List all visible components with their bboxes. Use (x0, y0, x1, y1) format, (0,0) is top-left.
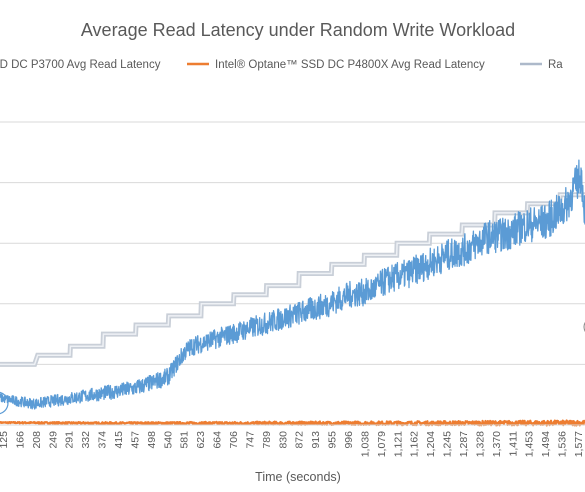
x-tick-label: 747 (244, 431, 256, 449)
x-tick-label: 706 (228, 431, 240, 449)
x-tick-label: 1,453 (524, 431, 536, 457)
chart-title: Average Read Latency under Random Write … (81, 20, 515, 40)
x-tick-label: 166 (14, 431, 26, 449)
x-tick-label: 996 (343, 431, 355, 449)
x-tick-label: 1,245 (442, 431, 454, 457)
x-tick-label: 1,494 (540, 431, 552, 457)
x-tick-label: 955 (327, 431, 339, 449)
x-tick-label: 1,287 (458, 431, 470, 457)
x-axis-label: Time (seconds) (255, 470, 341, 484)
x-tick-label: 830 (277, 431, 289, 449)
legend-label: Ra (548, 59, 563, 71)
series-line-p4800x (0, 419, 585, 427)
x-tick-label: 125 (0, 431, 10, 449)
x-tick-label: 208 (31, 431, 43, 449)
x-axis-ticks: 125 166 208 249 291 332 374 415 457 498 540 581 623 6… (0, 431, 585, 457)
x-tick-label: 664 (212, 431, 224, 449)
gridlines (0, 121, 585, 365)
x-tick-label: 291 (64, 431, 76, 449)
legend-label: l® SSD DC P3700 Avg Read Latency (0, 59, 161, 71)
x-tick-label: 1,038 (359, 431, 371, 457)
x-tick-label: 581 (179, 431, 191, 449)
series-layer (0, 159, 585, 427)
x-tick-label: 1,204 (425, 431, 437, 457)
x-tick-label: 374 (97, 431, 109, 449)
x-tick-label: 457 (129, 431, 141, 449)
x-tick-label: 249 (47, 431, 59, 449)
x-tick-label: 872 (294, 431, 306, 449)
x-tick-label: 498 (146, 431, 158, 449)
annotation-marker-right (583, 321, 585, 333)
x-tick-label: 1,079 (376, 431, 388, 457)
x-tick-label: 913 (310, 431, 322, 449)
x-tick-label: 540 (162, 431, 174, 449)
legend-label: Intel® Optane™ SSD DC P4800X Avg Read La… (215, 59, 485, 71)
x-tick-label: 332 (80, 431, 92, 449)
x-tick-label: 1,411 (507, 431, 519, 457)
x-tick-label: 1,577 (573, 431, 585, 457)
x-tick-label: 1,162 (409, 431, 421, 457)
x-tick-label: 623 (195, 431, 207, 449)
legend: l® SSD DC P3700 Avg Read Latency Intel® O… (0, 59, 563, 71)
x-tick-label: 415 (113, 431, 125, 449)
x-tick-label: 789 (261, 431, 273, 449)
series-line-ra-outer (0, 192, 585, 367)
x-tick-label: 1,370 (491, 431, 503, 457)
series-line-p3700 (0, 159, 585, 410)
x-tick-label: 1,328 (474, 431, 486, 457)
annotation-marker-left (0, 391, 9, 415)
x-tick-label: 1,536 (557, 431, 569, 457)
x-tick-label: 1,121 (392, 431, 404, 457)
